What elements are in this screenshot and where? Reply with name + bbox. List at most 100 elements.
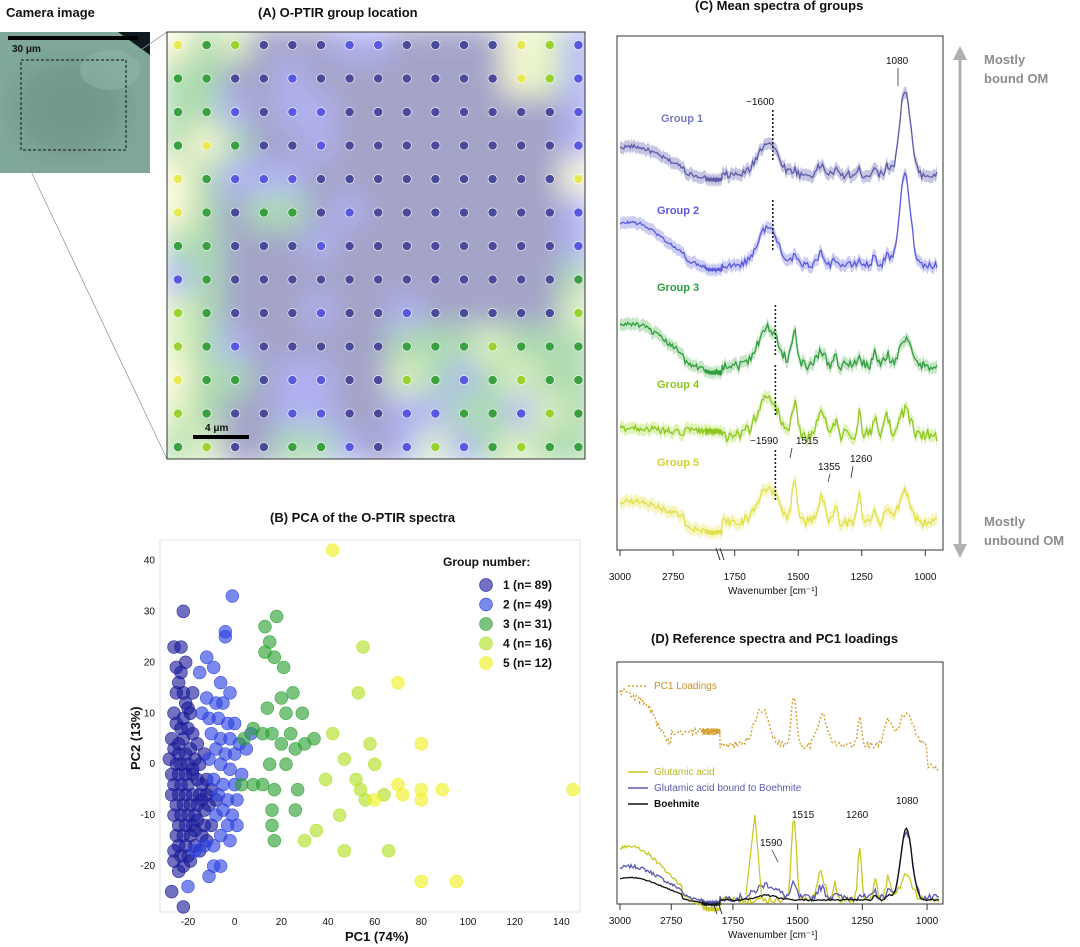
d-xtick-label: 2750 (660, 916, 683, 927)
map-point (344, 274, 355, 285)
map-point (544, 274, 555, 285)
pca-point-group-2 (209, 808, 223, 822)
pca-ytick-label: 20 (144, 657, 156, 668)
map-point (487, 241, 498, 251)
map-frame (166, 31, 586, 460)
legend-marker-group-3 (479, 617, 493, 631)
map-point (430, 207, 441, 218)
map-point (373, 40, 384, 50)
map-point (459, 207, 469, 218)
pca-point-group-4 (353, 782, 368, 797)
map-point (316, 73, 326, 84)
reference-title: (D) Reference spectra and PC1 loadings (651, 631, 898, 646)
pca-point-group-3 (267, 782, 282, 797)
camera-title: Camera image (6, 5, 95, 20)
map-point (173, 40, 183, 50)
spectrum-band-group-2 (620, 167, 937, 278)
pca-point-group-3 (295, 706, 310, 720)
pca-point-group-5 (325, 543, 340, 557)
map-point (201, 174, 212, 184)
map-point (401, 375, 412, 385)
map-point (173, 274, 183, 285)
pca-point-group-3 (262, 757, 277, 771)
map-point (173, 174, 183, 184)
map-point (516, 308, 527, 318)
map-point (287, 140, 298, 151)
map-point (173, 241, 183, 251)
map-point (201, 408, 212, 419)
map-point (373, 341, 384, 352)
map-point (316, 274, 326, 285)
pca-point-group-3 (265, 803, 279, 817)
pca-point-group-5 (395, 788, 410, 802)
annot-1515: 1515 (796, 436, 819, 447)
pca-point-group-3 (234, 777, 249, 792)
pca-ytick-label: -10 (141, 810, 156, 821)
map-point (573, 107, 584, 117)
map-point (230, 274, 241, 285)
pca-point-group-3 (286, 686, 300, 700)
map-point (573, 308, 584, 318)
map-point (459, 308, 469, 318)
map-point (401, 174, 412, 184)
reference-chart: 3000 2750 1750 1500 1250 1000 Wavenumber [cm⁻… (609, 661, 944, 941)
d-xtick-label: 3000 (609, 916, 632, 927)
map-point (401, 140, 412, 151)
map-point (230, 442, 241, 452)
pca-point-group-4 (325, 726, 340, 741)
map-point (316, 207, 326, 218)
map-point (573, 241, 584, 251)
pca-point-group-4 (332, 808, 347, 822)
map-point (544, 442, 555, 452)
map-point (573, 375, 584, 385)
legend-marker-group-1 (479, 578, 493, 592)
map-point (544, 408, 555, 419)
map-point (344, 241, 355, 251)
map-point (401, 40, 412, 50)
legend-marker-group-2 (479, 597, 493, 612)
pca-point-group-3 (255, 777, 270, 792)
pca-point-group-2 (192, 665, 207, 680)
c-xtick-label: 1500 (787, 572, 810, 583)
map-point (430, 140, 441, 151)
pca-xtick-label: 120 (506, 917, 523, 928)
spectrum-band-group-1 (620, 86, 937, 188)
legend-bound: Glutamic acid bound to Boehmite (654, 783, 802, 794)
boehmite-line (620, 826, 940, 908)
legend-glutamic: Glutamic acid (654, 767, 715, 778)
legend-boehmite: Boehmite (654, 799, 700, 810)
map-point (430, 341, 441, 352)
annot-1080: 1080 (886, 56, 909, 67)
d-xtick-label: 1250 (851, 916, 874, 927)
pca-xtick-label: -20 (181, 917, 196, 928)
pca-point-group-2 (206, 660, 221, 675)
camera-image: 30 μm (0, 31, 168, 460)
map-point (287, 107, 298, 117)
map-point (459, 375, 469, 385)
map-point (430, 107, 441, 117)
map-point (459, 107, 469, 117)
map-point (516, 274, 527, 285)
map-point (430, 308, 441, 318)
map-point (516, 408, 527, 419)
pca-xtick-label: 100 (460, 917, 477, 928)
c-xtick-label: 1250 (851, 572, 874, 583)
pca-point-group-3 (290, 782, 305, 797)
map-point (487, 308, 498, 318)
map-point (344, 40, 355, 50)
map-point (544, 140, 555, 151)
pca-point-group-3 (276, 660, 291, 675)
map-point (401, 73, 412, 84)
pca-point-group-2 (216, 696, 230, 710)
c-xtick-label: 3000 (609, 572, 632, 583)
d-xtick-label: 1500 (787, 916, 810, 927)
pca-point-group-1 (174, 640, 188, 654)
map-point (173, 140, 183, 151)
map-point (258, 442, 269, 452)
dannot-1515: 1515 (792, 810, 815, 821)
map-point (544, 341, 555, 352)
glutamic-acid-line (619, 820, 940, 914)
pca-point-group-2 (227, 716, 242, 731)
map-point (516, 40, 527, 50)
pca-ylabel: PC2 (13%) (128, 706, 143, 770)
